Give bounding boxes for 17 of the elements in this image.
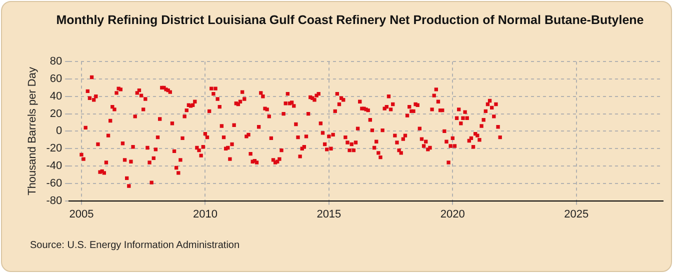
- x-tick-label: 2010: [192, 208, 218, 220]
- source-note: Source: U.S. Energy Information Administration: [30, 240, 240, 251]
- x-tick-label: 2005: [69, 208, 94, 220]
- y-axis-title: Thousand Barrels per Day: [26, 66, 39, 196]
- x-tick-label: 2020: [440, 208, 465, 220]
- y-tick-label: 80: [50, 56, 62, 68]
- chart-title: Monthly Refining District Louisiana Gulf Coast Refinery Net Production of Normal Butane-Butylene: [55, 12, 645, 28]
- y-tick-label: -60: [46, 177, 62, 190]
- x-tick-label: 2015: [316, 208, 342, 220]
- x-tick-label: 2025: [564, 208, 589, 220]
- y-tick-label: 0: [56, 125, 62, 138]
- y-tick-label: -80: [46, 194, 62, 207]
- y-tick-label: 20: [50, 108, 62, 120]
- y-tick-label: 60: [50, 73, 62, 86]
- y-tick-label: -20: [46, 142, 62, 155]
- y-tick-label: -40: [46, 160, 62, 172]
- y-tick-label: 40: [50, 90, 62, 102]
